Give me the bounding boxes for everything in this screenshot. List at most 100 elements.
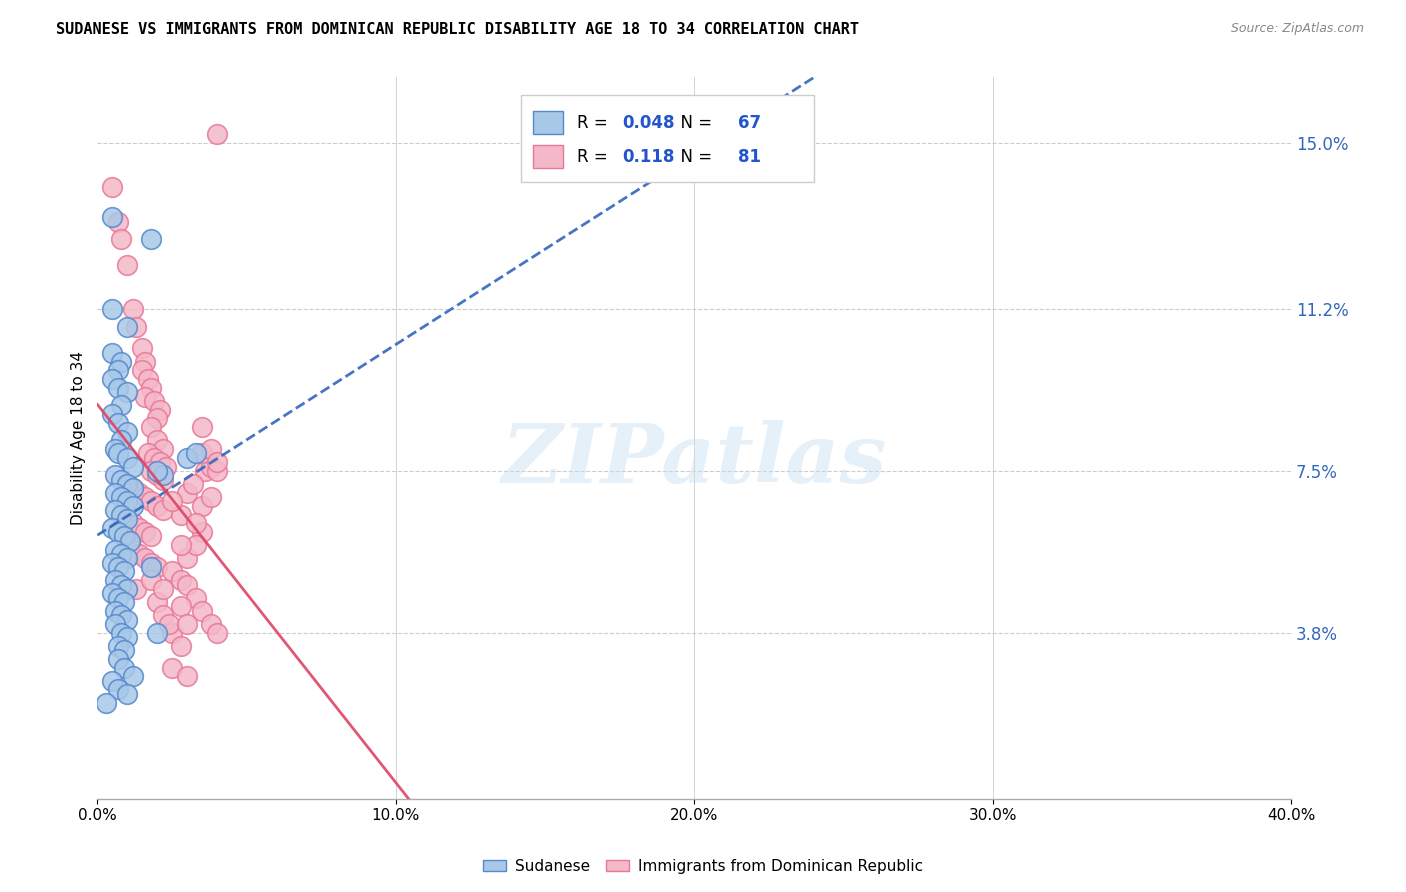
Point bbox=[131, 363, 153, 377]
Point bbox=[146, 464, 169, 478]
Point bbox=[191, 525, 214, 540]
Point bbox=[139, 381, 162, 395]
Text: R =: R = bbox=[578, 148, 619, 166]
Point bbox=[115, 450, 138, 465]
Point bbox=[205, 128, 228, 142]
Point bbox=[170, 599, 193, 614]
Point bbox=[107, 363, 129, 377]
Y-axis label: Disability Age 18 to 34: Disability Age 18 to 34 bbox=[72, 351, 86, 525]
Point bbox=[134, 390, 156, 404]
Point bbox=[143, 393, 166, 408]
Point bbox=[110, 508, 132, 522]
Point bbox=[181, 477, 204, 491]
Point bbox=[101, 302, 124, 317]
Point bbox=[104, 604, 127, 618]
Point bbox=[176, 577, 198, 591]
Point bbox=[155, 459, 177, 474]
Point bbox=[115, 538, 138, 552]
Point bbox=[96, 696, 118, 710]
Point bbox=[101, 211, 124, 225]
Point bbox=[184, 538, 207, 552]
Text: 81: 81 bbox=[738, 148, 762, 166]
Point bbox=[110, 625, 132, 640]
Point bbox=[136, 446, 159, 460]
Point bbox=[104, 485, 127, 500]
Point bbox=[104, 542, 127, 557]
Point bbox=[115, 613, 138, 627]
Point bbox=[122, 499, 145, 513]
Point bbox=[110, 354, 132, 368]
Point bbox=[152, 608, 174, 623]
Point bbox=[160, 625, 183, 640]
Point bbox=[146, 411, 169, 425]
Point bbox=[205, 464, 228, 478]
Point bbox=[107, 446, 129, 460]
Point bbox=[160, 660, 183, 674]
Point bbox=[143, 450, 166, 465]
Legend: Sudanese, Immigrants from Dominican Republic: Sudanese, Immigrants from Dominican Repu… bbox=[477, 853, 929, 880]
Point bbox=[191, 446, 214, 460]
FancyBboxPatch shape bbox=[533, 112, 562, 135]
Point bbox=[200, 459, 222, 474]
Point bbox=[146, 434, 169, 448]
Point bbox=[152, 503, 174, 517]
Point bbox=[128, 485, 150, 500]
Point bbox=[101, 586, 124, 600]
Point bbox=[134, 490, 156, 504]
Point bbox=[120, 533, 142, 548]
Point bbox=[115, 477, 138, 491]
Point bbox=[128, 547, 150, 561]
Text: ZIPatlas: ZIPatlas bbox=[502, 420, 887, 500]
Point bbox=[107, 652, 129, 666]
Text: SUDANESE VS IMMIGRANTS FROM DOMINICAN REPUBLIC DISABILITY AGE 18 TO 34 CORRELATI: SUDANESE VS IMMIGRANTS FROM DOMINICAN RE… bbox=[56, 22, 859, 37]
Point bbox=[170, 639, 193, 653]
Point bbox=[112, 660, 135, 674]
Point bbox=[152, 442, 174, 456]
Point bbox=[110, 398, 132, 412]
Point bbox=[112, 643, 135, 657]
Point bbox=[134, 354, 156, 368]
Text: R =: R = bbox=[578, 114, 613, 132]
Point bbox=[107, 639, 129, 653]
Point bbox=[191, 604, 214, 618]
Point bbox=[131, 342, 153, 356]
Point bbox=[122, 459, 145, 474]
Point bbox=[152, 582, 174, 596]
Text: 0.118: 0.118 bbox=[623, 148, 675, 166]
Point bbox=[107, 416, 129, 430]
Point bbox=[176, 616, 198, 631]
Point bbox=[122, 482, 145, 496]
Point bbox=[152, 473, 174, 487]
Text: N =: N = bbox=[671, 148, 718, 166]
Point bbox=[200, 616, 222, 631]
Point bbox=[157, 616, 180, 631]
Point bbox=[115, 425, 138, 439]
Point bbox=[125, 319, 148, 334]
Point bbox=[146, 595, 169, 609]
Point bbox=[115, 582, 138, 596]
Point bbox=[104, 468, 127, 483]
Point bbox=[101, 673, 124, 688]
Point bbox=[184, 516, 207, 531]
Point bbox=[104, 616, 127, 631]
Point bbox=[191, 499, 214, 513]
Point bbox=[160, 494, 183, 508]
Text: N =: N = bbox=[671, 114, 718, 132]
Point bbox=[128, 521, 150, 535]
Point bbox=[122, 302, 145, 317]
Point bbox=[101, 556, 124, 570]
Point bbox=[104, 503, 127, 517]
Point bbox=[115, 385, 138, 400]
Point bbox=[184, 591, 207, 605]
Point bbox=[136, 372, 159, 386]
Point bbox=[139, 556, 162, 570]
Point bbox=[101, 372, 124, 386]
Point bbox=[110, 547, 132, 561]
Point bbox=[176, 450, 198, 465]
Point bbox=[205, 455, 228, 469]
Point bbox=[176, 485, 198, 500]
Point bbox=[115, 630, 138, 644]
Point bbox=[134, 551, 156, 566]
Point bbox=[191, 420, 214, 434]
Point bbox=[122, 482, 145, 496]
